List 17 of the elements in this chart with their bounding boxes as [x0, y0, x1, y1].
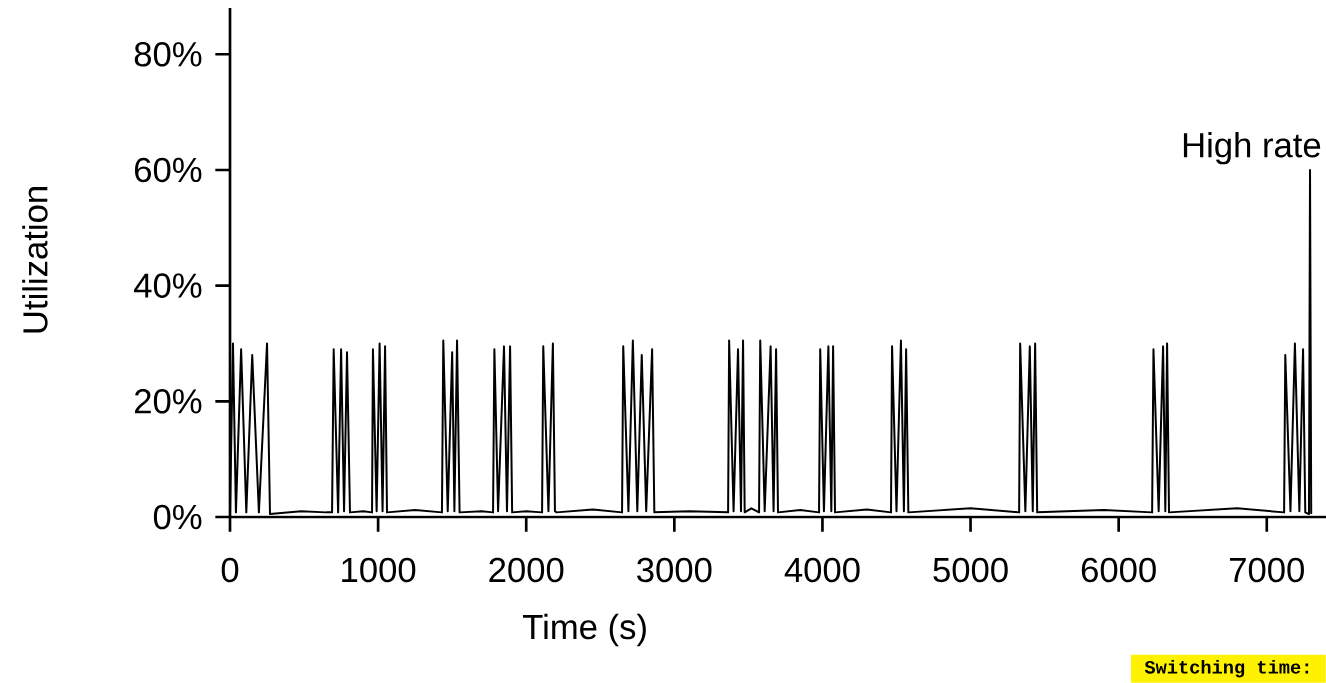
x-tick-label: 5000: [933, 557, 1008, 583]
x-tick-label: 1000: [342, 557, 416, 583]
x-tick-label: 3000: [637, 557, 712, 583]
annotation: High rate: [1183, 132, 1321, 165]
y-tick-label: 60%: [135, 157, 202, 183]
x-axis-title: Time (s): [522, 613, 646, 647]
x-tick-label: 2000: [489, 557, 564, 583]
y-axis-title: Utilization: [22, 187, 48, 333]
y-tick-label: 0%: [153, 504, 202, 530]
x-tick-label: 7000: [1229, 557, 1304, 583]
text: Switching time:: [1144, 659, 1309, 678]
x-tick-label: 6000: [1081, 557, 1156, 583]
y-tick-label: 80%: [134, 42, 202, 67]
y-tick-label: 20%: [134, 389, 202, 414]
x-tick-label: 0: [221, 557, 239, 583]
y-tick-label: 40%: [134, 273, 202, 298]
x-tick-label: 4000: [784, 557, 860, 583]
